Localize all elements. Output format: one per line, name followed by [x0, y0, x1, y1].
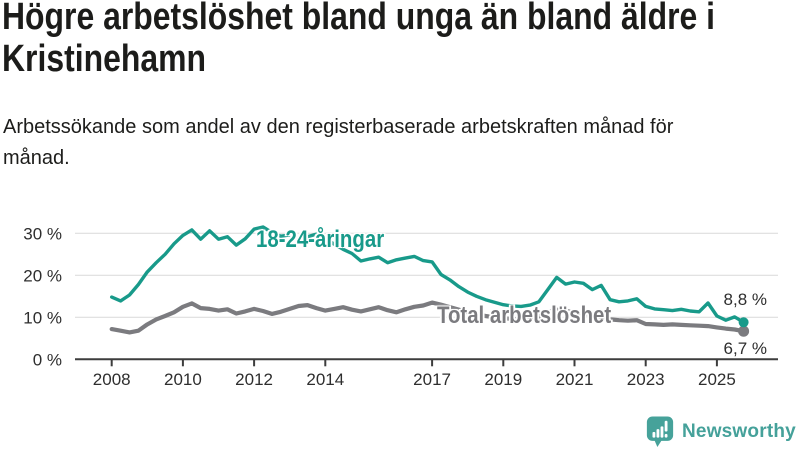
x-axis-tick-label: 2023 — [627, 370, 665, 389]
brand-name: Newsworthy — [682, 420, 796, 442]
page-title: Högre arbetslöshet bland unga än bland ä… — [2, 0, 716, 80]
x-axis-tick-label: 2019 — [484, 370, 522, 389]
series-label-young: 18-24-åringar — [256, 226, 385, 253]
y-axis-tick-label: 10 % — [23, 308, 62, 327]
series-end-dot-1 — [738, 325, 750, 337]
x-axis-tick-label: 2017 — [413, 370, 451, 389]
x-axis-tick-label: 2025 — [698, 370, 736, 389]
end-value-label-young: 8,8 % — [723, 290, 767, 309]
x-axis-tick-label: 2021 — [556, 370, 594, 389]
end-value-label-total: 6,7 % — [723, 339, 767, 358]
series-line-0 — [109, 225, 746, 324]
series-end-dot-0 — [738, 317, 749, 328]
page-subtitle: Arbetssökande som andel av den registerb… — [3, 116, 674, 169]
y-axis-tick-label: 30 % — [23, 224, 62, 243]
y-axis-tick-label: 0 % — [33, 350, 62, 369]
series-line-1 — [109, 300, 746, 335]
newsworthy-logo-icon — [646, 416, 674, 447]
x-axis-tick-label: 2010 — [164, 370, 202, 389]
newsworthy-brand-link[interactable]: Newsworthy — [645, 415, 796, 448]
series-label-total: Total arbetslöshet — [437, 302, 612, 329]
x-axis-tick-label: 2008 — [93, 370, 131, 389]
x-axis-tick-label: 2012 — [235, 370, 273, 389]
y-axis-tick-label: 20 % — [23, 266, 62, 285]
x-axis-tick-label: 2014 — [306, 370, 344, 389]
